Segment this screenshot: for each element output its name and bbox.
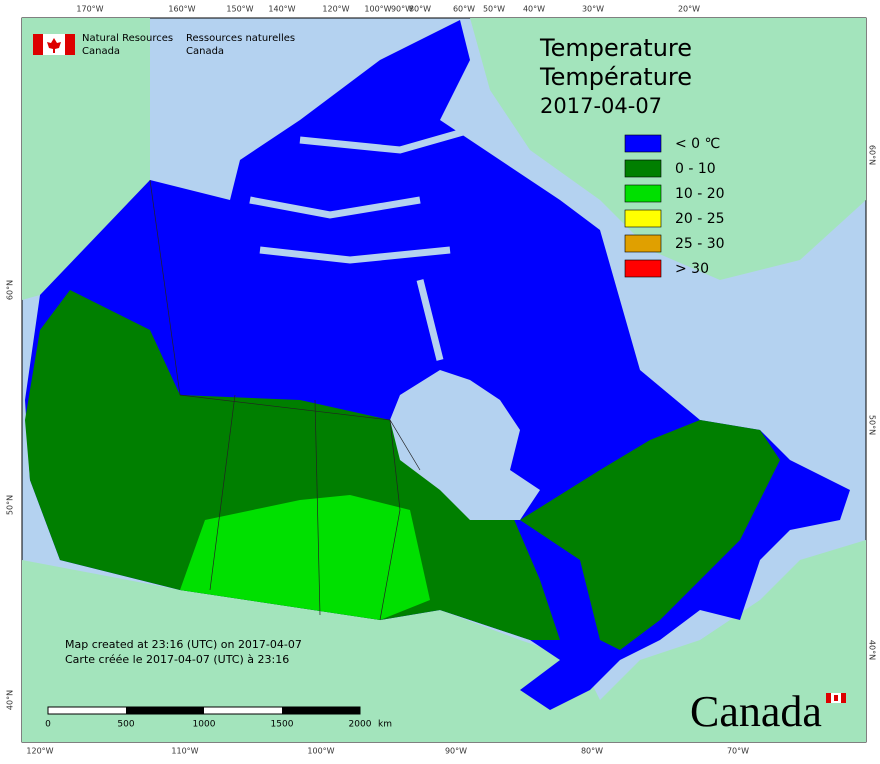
maple-leaf bbox=[47, 38, 61, 53]
legend-label: 25 - 30 bbox=[675, 236, 725, 252]
scale-label: 0 bbox=[45, 720, 51, 730]
lat-label: 50°N bbox=[6, 495, 15, 515]
lon-label: 80°W bbox=[581, 747, 603, 756]
lon-label: 50°W bbox=[483, 5, 505, 14]
scale-label: 1500 bbox=[271, 720, 294, 730]
legend-swatch bbox=[624, 259, 662, 278]
wordmark-leaf bbox=[834, 695, 838, 701]
legend-swatch bbox=[624, 209, 662, 228]
legend-label: > 30 bbox=[675, 261, 709, 277]
greenland bbox=[470, 18, 866, 280]
scale-unit: km bbox=[378, 720, 392, 730]
wordmark-flag-bar bbox=[826, 693, 831, 703]
province-borders bbox=[149, 179, 421, 621]
title-fr: Température bbox=[539, 63, 692, 91]
lon-label: 90°W bbox=[445, 747, 467, 756]
lon-label: 160°W bbox=[168, 5, 195, 14]
lon-label: 150°W bbox=[226, 5, 253, 14]
org-name-en: Natural Resources bbox=[82, 33, 173, 44]
wordmark-flag-bar bbox=[841, 693, 846, 703]
lat-label: 60°N bbox=[868, 145, 877, 165]
arctic-channels bbox=[249, 126, 471, 361]
scale-label: 1000 bbox=[193, 720, 216, 730]
lon-label: 120°W bbox=[26, 747, 53, 756]
title-date: 2017-04-07 bbox=[540, 94, 662, 118]
lon-label: 100°W bbox=[307, 747, 334, 756]
org-name-fr: Canada bbox=[186, 46, 224, 57]
org-name-fr: Ressources naturelles bbox=[186, 33, 295, 44]
org-name-en: Canada bbox=[82, 46, 120, 57]
lat-label: 50°N bbox=[868, 415, 877, 435]
lon-label: 40°W bbox=[523, 5, 545, 14]
alaska bbox=[22, 18, 150, 300]
lon-label: 120°W bbox=[322, 5, 349, 14]
lon-label: 30°W bbox=[582, 5, 604, 14]
lon-label: 20°W bbox=[678, 5, 700, 14]
flag-bar bbox=[33, 34, 43, 55]
legend-label: 10 - 20 bbox=[675, 186, 725, 202]
region-10-20 bbox=[180, 495, 430, 620]
legend-swatch bbox=[624, 134, 662, 153]
region-0-10-east bbox=[520, 420, 780, 650]
legend-swatch bbox=[624, 234, 662, 253]
map-note: Map created at 23:16 (UTC) on 2017-04-07 bbox=[65, 638, 302, 651]
map-note: Carte créée le 2017-04-07 (UTC) à 23:16 bbox=[65, 653, 289, 666]
legend-swatch bbox=[624, 184, 662, 203]
lon-label: 60°W bbox=[453, 5, 475, 14]
lat-label: 40°N bbox=[868, 640, 877, 660]
lon-label: 100°W bbox=[364, 5, 391, 14]
lat-label: 60°N bbox=[6, 280, 15, 300]
flag-bar bbox=[65, 34, 75, 55]
legend-label: 20 - 25 bbox=[675, 211, 725, 227]
legend-label: < 0 ℃ bbox=[675, 136, 720, 152]
lat-label: 40°N bbox=[6, 690, 15, 710]
lon-label: 90°W bbox=[391, 5, 413, 14]
lon-label: 170°W bbox=[76, 5, 103, 14]
region-0-10 bbox=[25, 290, 560, 640]
lon-label: 140°W bbox=[268, 5, 295, 14]
scale-bar-fill bbox=[126, 707, 360, 714]
title-en: Temperature bbox=[539, 34, 692, 62]
hudson-bay bbox=[390, 370, 540, 520]
legend-swatch bbox=[624, 159, 662, 178]
scale-label: 2000 bbox=[349, 720, 372, 730]
wordmark: Canada bbox=[690, 687, 822, 736]
usa-land bbox=[22, 540, 866, 742]
scale-label: 500 bbox=[117, 720, 134, 730]
lon-label: 110°W bbox=[171, 747, 198, 756]
lon-label: 70°W bbox=[727, 747, 749, 756]
lon-label: 80°W bbox=[409, 5, 431, 14]
legend-label: 0 - 10 bbox=[675, 161, 716, 177]
